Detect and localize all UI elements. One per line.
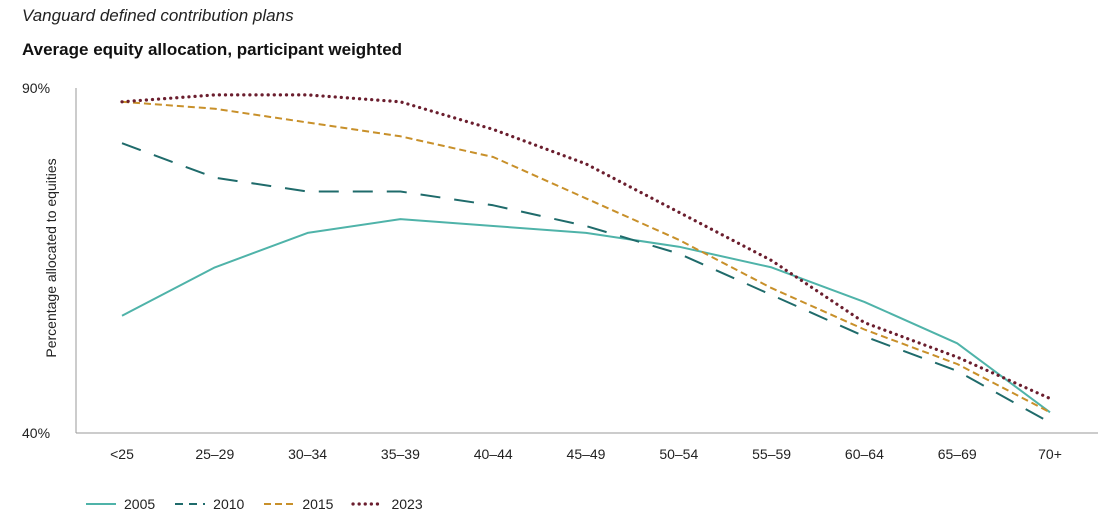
series-line-2010 bbox=[121, 142, 1051, 424]
x-tick-label: 70+ bbox=[1038, 446, 1062, 462]
x-tick-label: 35–39 bbox=[381, 446, 420, 462]
x-tick-label: 45–49 bbox=[567, 446, 606, 462]
x-tick-label: 40–44 bbox=[474, 446, 513, 462]
legend-swatch bbox=[264, 503, 295, 505]
x-tick-label: 25–29 bbox=[195, 446, 234, 462]
chart-title: Average equity allocation, participant w… bbox=[22, 40, 403, 59]
legend-swatch bbox=[175, 503, 206, 505]
legend-item-2015: 2015 bbox=[262, 496, 333, 512]
series-line-2023 bbox=[120, 93, 1052, 401]
legend-swatch bbox=[351, 502, 386, 506]
series-line-2005 bbox=[121, 218, 1051, 414]
legend: 2005 2010 2015 2023 bbox=[84, 496, 423, 512]
legend-label: 2010 bbox=[213, 496, 245, 512]
legend-item-2005: 2005 bbox=[84, 496, 155, 512]
chart-subtitle: Vanguard defined contribution plans bbox=[22, 6, 294, 25]
legend-item-2010: 2010 bbox=[173, 496, 244, 512]
legend-label: 2015 bbox=[302, 496, 334, 512]
x-tick-label: <25 bbox=[110, 446, 134, 462]
legend-swatch bbox=[86, 503, 116, 505]
x-tick-label: 30–34 bbox=[288, 446, 327, 462]
axes: 90% 40% Percentage allocated to equities <2… bbox=[22, 80, 1098, 462]
x-tick-label: 50–54 bbox=[659, 446, 698, 462]
legend-label: 2005 bbox=[124, 496, 156, 512]
y-tick-label: 90% bbox=[22, 80, 50, 96]
x-tick-label: 55–59 bbox=[752, 446, 791, 462]
x-tick-label: 65–69 bbox=[938, 446, 977, 462]
legend-item-2023: 2023 bbox=[351, 496, 423, 512]
x-tick-label: 60–64 bbox=[845, 446, 884, 462]
series-line-2015 bbox=[121, 100, 1051, 414]
legend-label: 2023 bbox=[391, 496, 423, 512]
series-lines bbox=[120, 93, 1052, 424]
y-axis-label: Percentage allocated to equities bbox=[43, 158, 59, 357]
y-tick-label: 40% bbox=[22, 425, 50, 441]
